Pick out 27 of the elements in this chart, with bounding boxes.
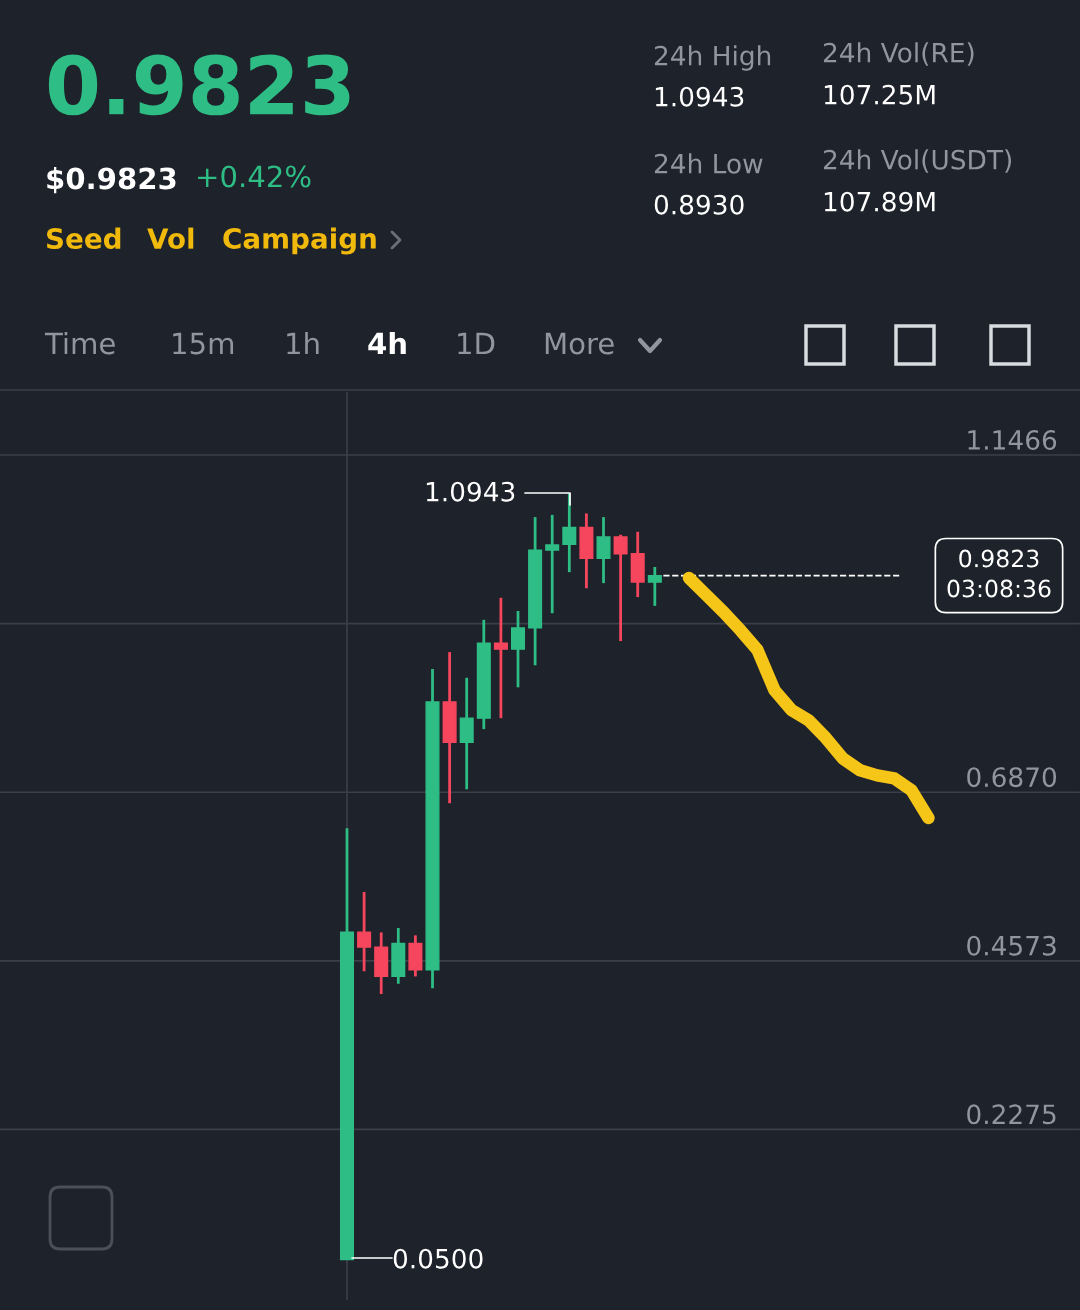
text: 24h High [654,45,771,71]
y-tick-label: 0.4573 [967,935,1056,956]
text: 107.25M [824,84,935,105]
y-tick-label: 0.2275 [967,1104,1056,1125]
text: 24h Vol(RE) [823,42,974,66]
text: 4h [368,331,406,355]
text: 24h Low [654,153,763,174]
text: Seed [46,227,121,250]
text: 1.0943 [655,86,744,107]
chart-subtitle: $0.9823 [47,166,176,194]
text: 15m [173,332,234,355]
text: Campaign [223,227,376,255]
chart-title: 0.9823 [48,54,350,116]
text: 0.8930 [654,194,744,215]
text: 107.89M [824,191,935,212]
y-tick-label: 0.6870 [967,767,1057,788]
text: More [545,332,614,355]
ref-line-label: 0.9823 03:08:36 [947,549,1051,598]
text: Vol [147,227,194,250]
annotation: 0.0500 [393,1248,483,1269]
annotation: 1.0943 [426,481,515,502]
text: +0.42% [198,165,311,188]
text: Time [44,331,115,355]
text: 1D [458,332,495,355]
text: 1h [287,331,319,355]
text: 24h Vol(USDT) [823,149,1011,173]
y-tick-label: 1.1466 [968,429,1057,450]
